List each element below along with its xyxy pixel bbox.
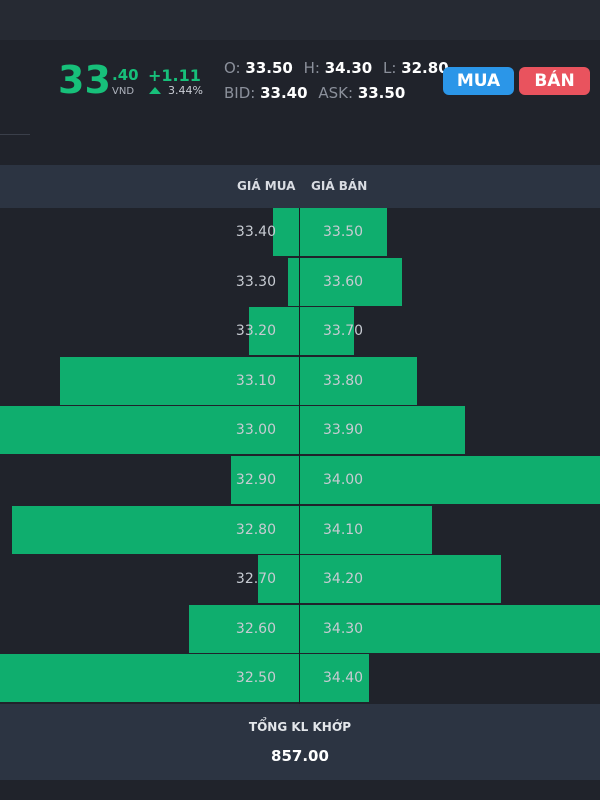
low-value: 32.80 [401,59,449,77]
ask-label: ASK: [318,84,354,102]
bid-volume-bar [288,257,300,306]
orderbook-header: GIÁ MUA GIÁ BÁN [0,165,600,208]
footer-summary: TỔNG KL KHỚP 857.00 [0,704,600,780]
ask-price-header: GIÁ BÁN [311,179,368,193]
bid-price: 32.60 [235,620,276,637]
bid-volume-bar [231,456,300,504]
price-change-percent: 3.44% [168,84,203,97]
bid-price: 33.40 [235,224,276,240]
ask-volume-bar [300,257,402,306]
high-label: H: [303,59,320,77]
orderbook-row[interactable]: 32.60 34.30 [0,604,600,655]
bid-volume-bar [12,505,300,554]
orderbook-row[interactable]: 33.40 33.50 [0,208,600,258]
sell-button[interactable]: BÁN [519,67,590,95]
bid-volume-bar [249,307,300,356]
ask-volume-bar [300,406,465,455]
ask-price: 33.80 [323,372,364,389]
bid-price: 33.30 [235,273,276,290]
orderbook-row[interactable]: 32.80 34.10 [0,505,600,556]
bid-price: 32.50 [235,670,276,687]
bid-price: 32.70 [235,571,276,588]
ohl-stats: O: 33.50 H: 34.30 L: 32.80 [224,59,455,77]
bid-value: 33.40 [260,84,308,102]
bid-label: BID: [224,84,256,102]
bid-price-header: GIÁ MUA [237,179,296,193]
ask-volume-bar [300,356,417,405]
orderbook-row[interactable]: 33.10 33.80 [0,356,600,407]
ask-price: 33.50 [323,224,364,240]
orderbook-center-divider [299,208,300,704]
high-value: 34.30 [324,59,373,77]
ask-volume-bar [300,604,600,653]
bid-price: 33.10 [235,372,276,389]
bid-price: 33.00 [235,422,276,439]
ask-price: 34.10 [323,521,364,538]
orderbook-row[interactable]: 33.00 33.90 [0,406,600,456]
ask-price: 34.40 [323,670,364,687]
orderbook: 33.40 33.50 33.30 33.60 33.20 33.70 33.10 33.80… [0,208,600,704]
bid-price: 32.90 [235,472,276,488]
ask-price: 33.70 [323,323,364,340]
ask-volume-bar [300,555,501,604]
orderbook-row[interactable]: 33.20 33.70 [0,307,600,357]
currency-unit: VND [112,86,135,97]
ask-volume-bar [300,208,387,256]
bid-volume-bar [273,208,300,256]
orderbook-row[interactable]: 32.90 34.00 [0,456,600,506]
ask-volume-bar [300,456,600,504]
ask-volume-bar [300,654,369,703]
orderbook-row[interactable]: 33.30 33.60 [0,257,600,308]
ask-price: 34.00 [323,472,364,488]
arrow-up-icon [149,87,161,94]
buy-button[interactable]: MUA [443,67,514,95]
ask-volume-bar [300,505,432,554]
bid-volume-bar [258,555,300,604]
divider [0,134,30,135]
bid-volume-bar [0,406,300,455]
ask-volume-bar [300,307,354,356]
ask-price: 33.90 [323,422,364,439]
orderbook-row[interactable]: 32.50 34.40 [0,654,600,704]
bid-price: 33.20 [235,323,276,340]
total-matched-volume-value: 857.00 [271,747,329,765]
bid-volume-bar [189,604,300,653]
quote-header [0,40,600,165]
last-price-decimal: .40 [112,66,139,84]
bid-volume-bar [0,654,300,703]
open-value: 33.50 [245,59,293,77]
orderbook-row[interactable]: 32.70 34.20 [0,555,600,605]
ask-price: 34.30 [323,620,364,637]
ask-value: 33.50 [357,84,406,102]
ask-price: 34.20 [323,571,364,588]
total-matched-volume-label: TỔNG KL KHỚP [248,720,352,734]
bottom-bar [0,780,600,800]
bid-price: 32.80 [235,521,276,538]
bid-volume-bar [60,356,300,405]
last-price-integer: 33 [58,58,111,102]
bid-ask-stats: BID: 33.40 ASK: 33.50 [224,84,411,102]
open-label: O: [224,59,241,77]
ask-price: 33.60 [323,273,364,290]
low-label: L: [382,59,397,77]
top-bar [0,0,600,40]
price-change: +1.11 [148,66,201,85]
